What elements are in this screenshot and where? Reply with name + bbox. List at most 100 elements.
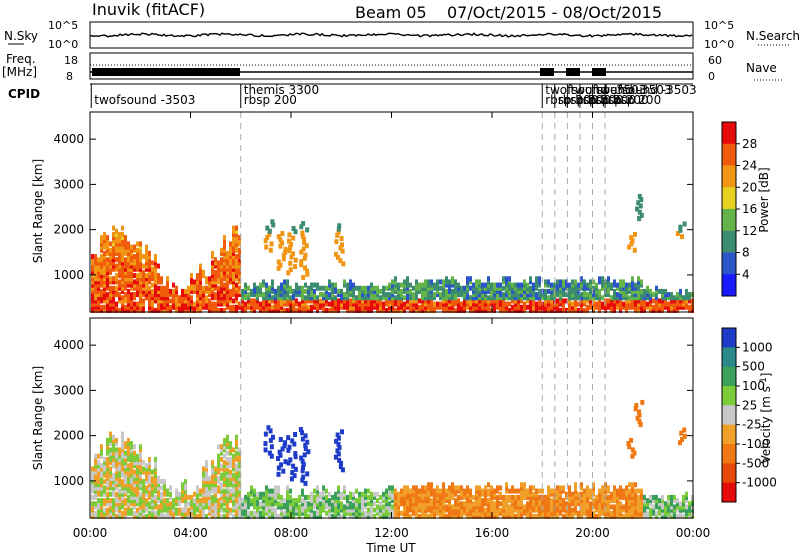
data-cell bbox=[388, 301, 391, 307]
cpid-entry-line2: rbsp 200 bbox=[244, 93, 297, 107]
data-cell bbox=[130, 494, 133, 500]
data-cell bbox=[535, 279, 538, 285]
data-cell bbox=[586, 298, 589, 304]
data-cell bbox=[121, 285, 124, 291]
data-cell bbox=[682, 507, 685, 513]
data-cell bbox=[601, 488, 604, 494]
data-cell bbox=[115, 482, 118, 488]
data-cell bbox=[577, 491, 580, 497]
data-cell bbox=[415, 301, 418, 307]
data-cell bbox=[166, 295, 169, 301]
data-cell bbox=[130, 244, 133, 250]
data-cell bbox=[199, 263, 202, 269]
data-cell bbox=[100, 504, 103, 510]
data-cell bbox=[355, 501, 358, 507]
data-cell bbox=[103, 456, 106, 462]
data-cell bbox=[490, 301, 493, 307]
echo-cell bbox=[269, 453, 274, 459]
data-cell bbox=[244, 507, 247, 513]
data-cell bbox=[418, 491, 421, 497]
data-cell bbox=[163, 485, 166, 491]
data-cell bbox=[322, 494, 325, 500]
colorbar-tick-label: 4 bbox=[742, 267, 750, 281]
data-cell bbox=[436, 494, 439, 500]
data-cell bbox=[232, 257, 235, 263]
data-cell bbox=[520, 282, 523, 288]
data-cell bbox=[397, 307, 400, 313]
data-cell bbox=[343, 279, 346, 285]
data-cell bbox=[106, 482, 109, 488]
data-cell bbox=[577, 292, 580, 298]
data-cell bbox=[574, 510, 577, 516]
data-cell bbox=[592, 295, 595, 301]
data-cell bbox=[376, 498, 379, 504]
data-cell bbox=[319, 494, 322, 500]
data-cell bbox=[652, 504, 655, 510]
echo-cell bbox=[276, 456, 281, 462]
data-cell bbox=[142, 282, 145, 288]
data-cell bbox=[223, 282, 226, 288]
data-cell bbox=[187, 501, 190, 507]
colorbar-segment bbox=[722, 405, 736, 426]
data-cell bbox=[253, 501, 256, 507]
data-cell bbox=[466, 488, 469, 494]
data-cell bbox=[337, 307, 340, 313]
data-cell bbox=[460, 491, 463, 497]
data-cell bbox=[634, 510, 637, 516]
data-cell bbox=[430, 288, 433, 294]
data-cell bbox=[463, 301, 466, 307]
data-cell bbox=[103, 231, 106, 237]
data-cell bbox=[196, 279, 199, 285]
data-cell bbox=[310, 304, 313, 310]
data-cell bbox=[220, 282, 223, 288]
data-cell bbox=[508, 285, 511, 291]
data-cell bbox=[580, 279, 583, 285]
data-cell bbox=[265, 307, 268, 313]
data-cell bbox=[232, 498, 235, 504]
colorbar-segment bbox=[722, 386, 736, 406]
data-cell bbox=[388, 285, 391, 291]
data-cell bbox=[277, 301, 280, 307]
data-cell bbox=[262, 491, 265, 497]
data-cell bbox=[313, 295, 316, 301]
data-cell bbox=[265, 494, 268, 500]
data-cell bbox=[466, 491, 469, 497]
data-cell bbox=[475, 494, 478, 500]
data-cell bbox=[583, 504, 586, 510]
data-cell bbox=[220, 488, 223, 494]
data-cell bbox=[223, 460, 226, 466]
data-cell bbox=[631, 507, 634, 513]
data-cell bbox=[106, 273, 109, 279]
data-cell bbox=[316, 295, 319, 301]
data-cell bbox=[412, 301, 415, 307]
data-cell bbox=[403, 510, 406, 516]
data-cell bbox=[103, 307, 106, 313]
data-cell bbox=[595, 295, 598, 301]
data-cell bbox=[637, 292, 640, 298]
data-cell bbox=[364, 488, 367, 494]
data-cell bbox=[130, 285, 133, 291]
data-cell bbox=[667, 295, 670, 301]
echo-cell bbox=[292, 473, 297, 479]
data-cell bbox=[466, 485, 469, 491]
data-cell bbox=[406, 298, 409, 304]
data-cell bbox=[211, 479, 214, 485]
data-cell bbox=[106, 447, 109, 453]
data-cell bbox=[553, 295, 556, 301]
data-cell bbox=[232, 266, 235, 272]
data-cell bbox=[103, 498, 106, 504]
data-cell bbox=[538, 494, 541, 500]
data-cell bbox=[502, 301, 505, 307]
data-cell bbox=[214, 498, 217, 504]
data-cell bbox=[442, 488, 445, 494]
y-tick-label: 3000 bbox=[53, 177, 84, 191]
data-cell bbox=[475, 507, 478, 513]
data-cell bbox=[367, 307, 370, 313]
data-cell bbox=[523, 488, 526, 494]
data-cell bbox=[211, 292, 214, 298]
data-cell bbox=[493, 513, 496, 519]
data-cell bbox=[325, 510, 328, 516]
data-cell bbox=[526, 282, 529, 288]
data-cell bbox=[166, 301, 169, 307]
data-cell bbox=[667, 498, 670, 504]
